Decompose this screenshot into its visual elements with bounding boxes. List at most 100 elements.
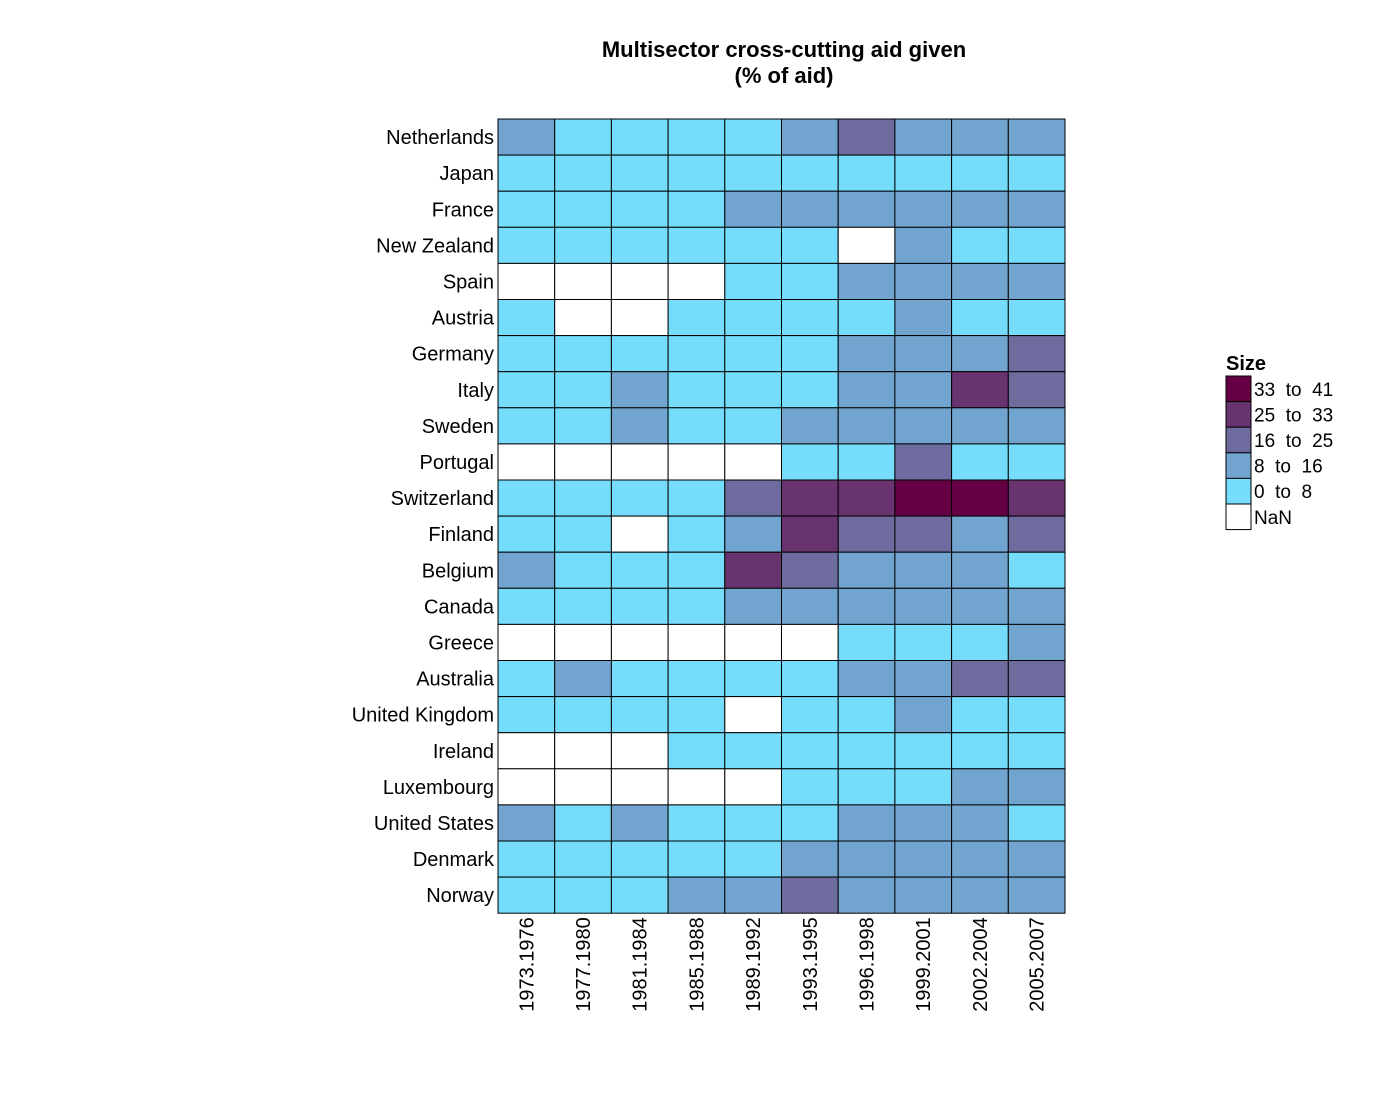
heatmap-cell [837, 299, 896, 337]
heatmap-cell [837, 190, 896, 228]
heatmap-cell [497, 407, 556, 445]
heatmap-cell [667, 190, 726, 228]
heatmap-cell [781, 118, 839, 156]
row-label: Luxembourg [383, 777, 494, 799]
legend-label: NaN [1254, 508, 1292, 529]
heatmap-cell [1007, 190, 1066, 228]
heatmap-cell [894, 479, 953, 517]
heatmap-cell [1007, 407, 1066, 445]
heatmap-cell [1007, 551, 1066, 589]
heatmap-cell [781, 371, 839, 409]
heatmap-cell [554, 768, 612, 806]
heatmap-cell [497, 515, 556, 553]
heatmap-cell [497, 804, 556, 842]
heatmap-cell [724, 551, 782, 589]
column-label: 2005.2007 [1027, 917, 1049, 1012]
heatmap-cell [667, 551, 726, 589]
row-label: Japan [440, 163, 495, 185]
heatmap-cell [497, 768, 556, 806]
heatmap-cell [610, 587, 669, 625]
heatmap-cell [667, 407, 726, 445]
heatmap-cell [554, 696, 612, 734]
heatmap-cell [724, 407, 782, 445]
heatmap-cell [497, 479, 556, 517]
heatmap-cell [610, 479, 669, 517]
column-label: 1985.1988 [686, 917, 708, 1012]
heatmap-cell [724, 768, 782, 806]
heatmap-cell [724, 118, 782, 156]
row-labels: Netherlands Japan France New Zealand Spain Au… [352, 127, 495, 907]
heatmap-cell [724, 515, 782, 553]
heatmap-cell [1007, 118, 1066, 156]
legend-swatch [1225, 375, 1252, 403]
heatmap-cell [554, 335, 612, 373]
row-label: Netherlands [386, 127, 494, 149]
heatmap-cell [1007, 226, 1066, 264]
heatmap-cell [1007, 154, 1066, 192]
heatmap-cell [667, 660, 726, 698]
heatmap-cell [497, 623, 556, 662]
heatmap-cell [610, 371, 669, 409]
row-label: Italy [457, 380, 494, 402]
heatmap-cell [724, 660, 782, 698]
heatmap-cell [667, 623, 726, 662]
heatmap-cell [610, 154, 669, 192]
heatmap-cell [894, 804, 953, 842]
heatmap-cell [894, 515, 953, 553]
heatmap-cell [667, 262, 726, 300]
heatmap-cell [497, 299, 556, 337]
heatmap-cell [781, 696, 839, 734]
heatmap-cell [951, 732, 1009, 770]
heatmap-cell [724, 299, 782, 337]
row-label: Belgium [422, 560, 494, 582]
heatmap-cell [667, 226, 726, 264]
row-label: Switzerland [391, 488, 494, 510]
heatmap-cell [951, 226, 1009, 264]
row-label: Canada [424, 596, 495, 618]
heatmap-cell [837, 840, 896, 878]
heatmap-cell [724, 154, 782, 192]
heatmap-cell [894, 768, 953, 806]
heatmap-cell [894, 226, 953, 264]
heatmap-cell [554, 118, 612, 156]
heatmap-cell [894, 154, 953, 192]
heatmap-cell [724, 335, 782, 373]
heatmap-cell [1007, 335, 1066, 373]
heatmap-cell [1007, 660, 1066, 698]
heatmap-cell [837, 443, 896, 481]
heatmap-cell [781, 876, 839, 914]
heatmap-cell [610, 623, 669, 662]
heatmap-cell [894, 840, 953, 878]
heatmap-cell [951, 190, 1009, 228]
heatmap-cell [497, 154, 556, 192]
heatmap-cell [610, 515, 669, 553]
heatmap-cell [554, 623, 612, 662]
heatmap-cell [951, 696, 1009, 734]
heatmap-cell [667, 587, 726, 625]
heatmap-cell [497, 587, 556, 625]
row-label: United States [374, 813, 494, 835]
heatmap-cell [667, 515, 726, 553]
heatmap-cell [837, 407, 896, 445]
heatmap-cell [781, 587, 839, 625]
heatmap-cell [951, 154, 1009, 192]
heatmap-cell [554, 154, 612, 192]
heatmap-cell [610, 660, 669, 698]
legend-label: 16 to 25 [1254, 431, 1333, 452]
heatmap-cell [497, 660, 556, 698]
heatmap-cell [951, 299, 1009, 337]
heatmap-cell [951, 840, 1009, 878]
heatmap-cell [497, 335, 556, 373]
heatmap-cell [894, 299, 953, 337]
heatmap-cell [554, 299, 612, 337]
heatmap-cell [610, 768, 669, 806]
heatmap-cell [724, 479, 782, 517]
heatmap-cell [667, 118, 726, 156]
heatmap-cell [837, 768, 896, 806]
heatmap-cell [724, 226, 782, 264]
heatmap-cell [837, 335, 896, 373]
heatmap-cell [610, 551, 669, 589]
legend-swatch [1225, 452, 1252, 479]
heatmap-cell [894, 587, 953, 625]
row-label: Portugal [420, 452, 495, 474]
